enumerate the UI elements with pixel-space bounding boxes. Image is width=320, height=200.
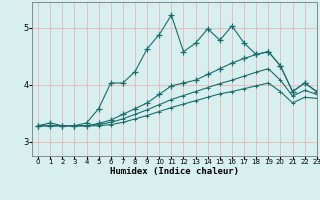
X-axis label: Humidex (Indice chaleur): Humidex (Indice chaleur) xyxy=(110,167,239,176)
